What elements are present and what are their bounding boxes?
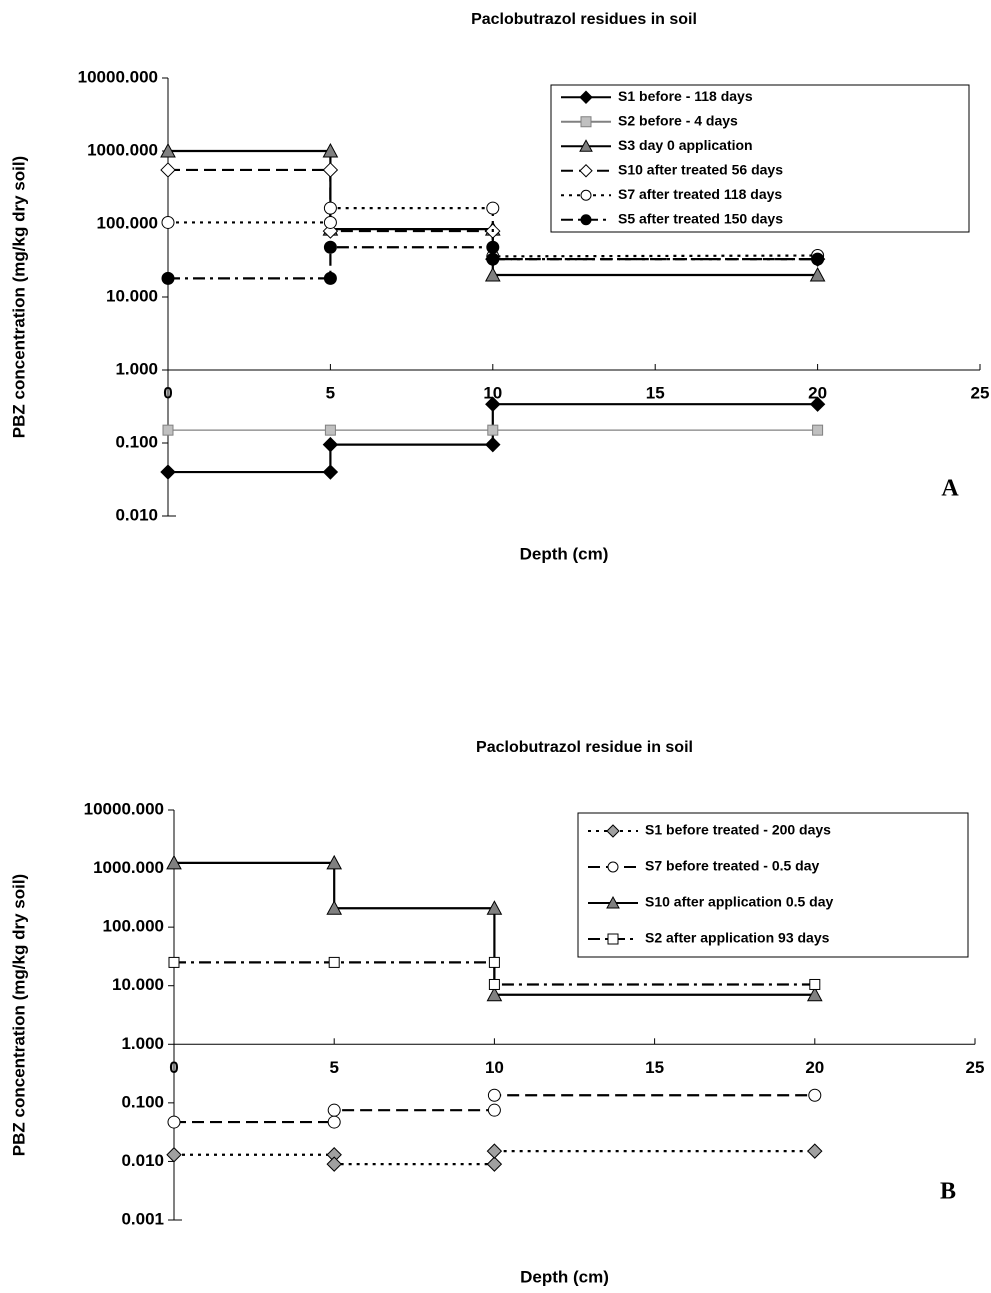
marker	[329, 957, 339, 967]
chart-title: Paclobutrazol residues in soil	[471, 11, 697, 28]
y-tick-label: 0.100	[115, 432, 158, 451]
legend-label: S1 before treated - 200 days	[645, 822, 831, 838]
legend-label: S2 after application 93 days	[645, 930, 830, 946]
legend-marker	[608, 862, 618, 872]
x-axis-label: Depth (cm)	[520, 1267, 609, 1286]
marker	[489, 979, 499, 989]
x-tick-label: 25	[971, 383, 990, 402]
y-tick-label: 1000.000	[87, 140, 158, 159]
x-tick-label: 15	[645, 1058, 664, 1077]
legend-label: S5 after treated 150 days	[618, 210, 783, 226]
marker	[486, 438, 500, 452]
x-tick-label: 10	[485, 1058, 504, 1077]
marker	[168, 1116, 180, 1128]
legend-label: S2 before - 4 days	[618, 112, 738, 128]
legend-marker	[581, 215, 591, 225]
marker	[325, 425, 335, 435]
marker	[324, 216, 336, 228]
y-tick-label: 1000.000	[93, 858, 164, 877]
marker	[162, 272, 174, 284]
marker	[327, 1157, 341, 1171]
marker	[812, 253, 824, 265]
x-tick-label: 5	[326, 383, 335, 402]
legend-marker	[581, 190, 591, 200]
marker	[489, 957, 499, 967]
x-axis-label: Depth (cm)	[520, 544, 609, 563]
marker	[809, 1089, 821, 1101]
legend-label: S10 after application 0.5 day	[645, 894, 834, 910]
marker	[167, 1148, 181, 1162]
y-tick-label: 10000.000	[84, 799, 164, 818]
chart: Paclobutrazol residues in soil Depth (cm)…	[0, 0, 991, 1293]
y-tick-label: 100.000	[97, 213, 158, 232]
marker	[488, 425, 498, 435]
y-axis-label: PBZ concentration (mg/kg dry soil)	[9, 156, 28, 438]
y-tick-label: 10000.000	[78, 67, 158, 86]
legend-label: S7 before treated - 0.5 day	[645, 858, 820, 874]
marker	[487, 1157, 501, 1171]
marker	[487, 1144, 501, 1158]
marker	[810, 979, 820, 989]
marker	[324, 202, 336, 214]
x-tick-label: 15	[646, 383, 665, 402]
y-tick-label: 1.000	[121, 1034, 164, 1053]
y-tick-label: 10.000	[112, 975, 164, 994]
chart-title: Paclobutrazol residue in soil	[476, 739, 693, 756]
y-axis-label: PBZ concentration (mg/kg dry soil)	[9, 874, 28, 1156]
marker	[324, 272, 336, 284]
y-tick-label: 0.010	[121, 1151, 164, 1170]
marker	[488, 1089, 500, 1101]
marker	[161, 465, 175, 479]
marker	[161, 163, 175, 177]
marker	[324, 241, 336, 253]
x-tick-label: 20	[805, 1058, 824, 1077]
marker	[487, 253, 499, 265]
y-tick-label: 1.000	[115, 359, 158, 378]
panel-label: A	[941, 476, 959, 502]
marker	[169, 957, 179, 967]
marker	[323, 163, 337, 177]
y-tick-label: 0.010	[115, 505, 158, 524]
marker	[323, 465, 337, 479]
legend-label: S1 before - 118 days	[618, 88, 753, 104]
x-tick-label: 0	[169, 1058, 178, 1077]
y-tick-label: 0.001	[121, 1209, 164, 1228]
marker	[162, 216, 174, 228]
marker	[487, 202, 499, 214]
panel-label: B	[940, 1179, 956, 1205]
legend-label: S3 day 0 application	[618, 137, 753, 153]
y-tick-label: 10.000	[106, 286, 158, 305]
legend-marker	[608, 934, 618, 944]
marker	[323, 438, 337, 452]
marker	[163, 425, 173, 435]
legend-label: S7 after treated 118 days	[618, 186, 782, 202]
x-tick-label: 25	[966, 1058, 985, 1077]
marker	[328, 1104, 340, 1116]
legend-marker	[581, 117, 591, 127]
marker	[488, 1104, 500, 1116]
x-tick-label: 5	[329, 1058, 338, 1077]
y-tick-label: 100.000	[103, 917, 164, 936]
marker	[487, 241, 499, 253]
legend-label: S10 after treated 56 days	[618, 161, 783, 177]
x-tick-label: 0	[163, 383, 172, 402]
marker	[328, 1116, 340, 1128]
y-tick-label: 0.100	[121, 1092, 164, 1111]
marker	[808, 1144, 822, 1158]
marker	[813, 425, 823, 435]
